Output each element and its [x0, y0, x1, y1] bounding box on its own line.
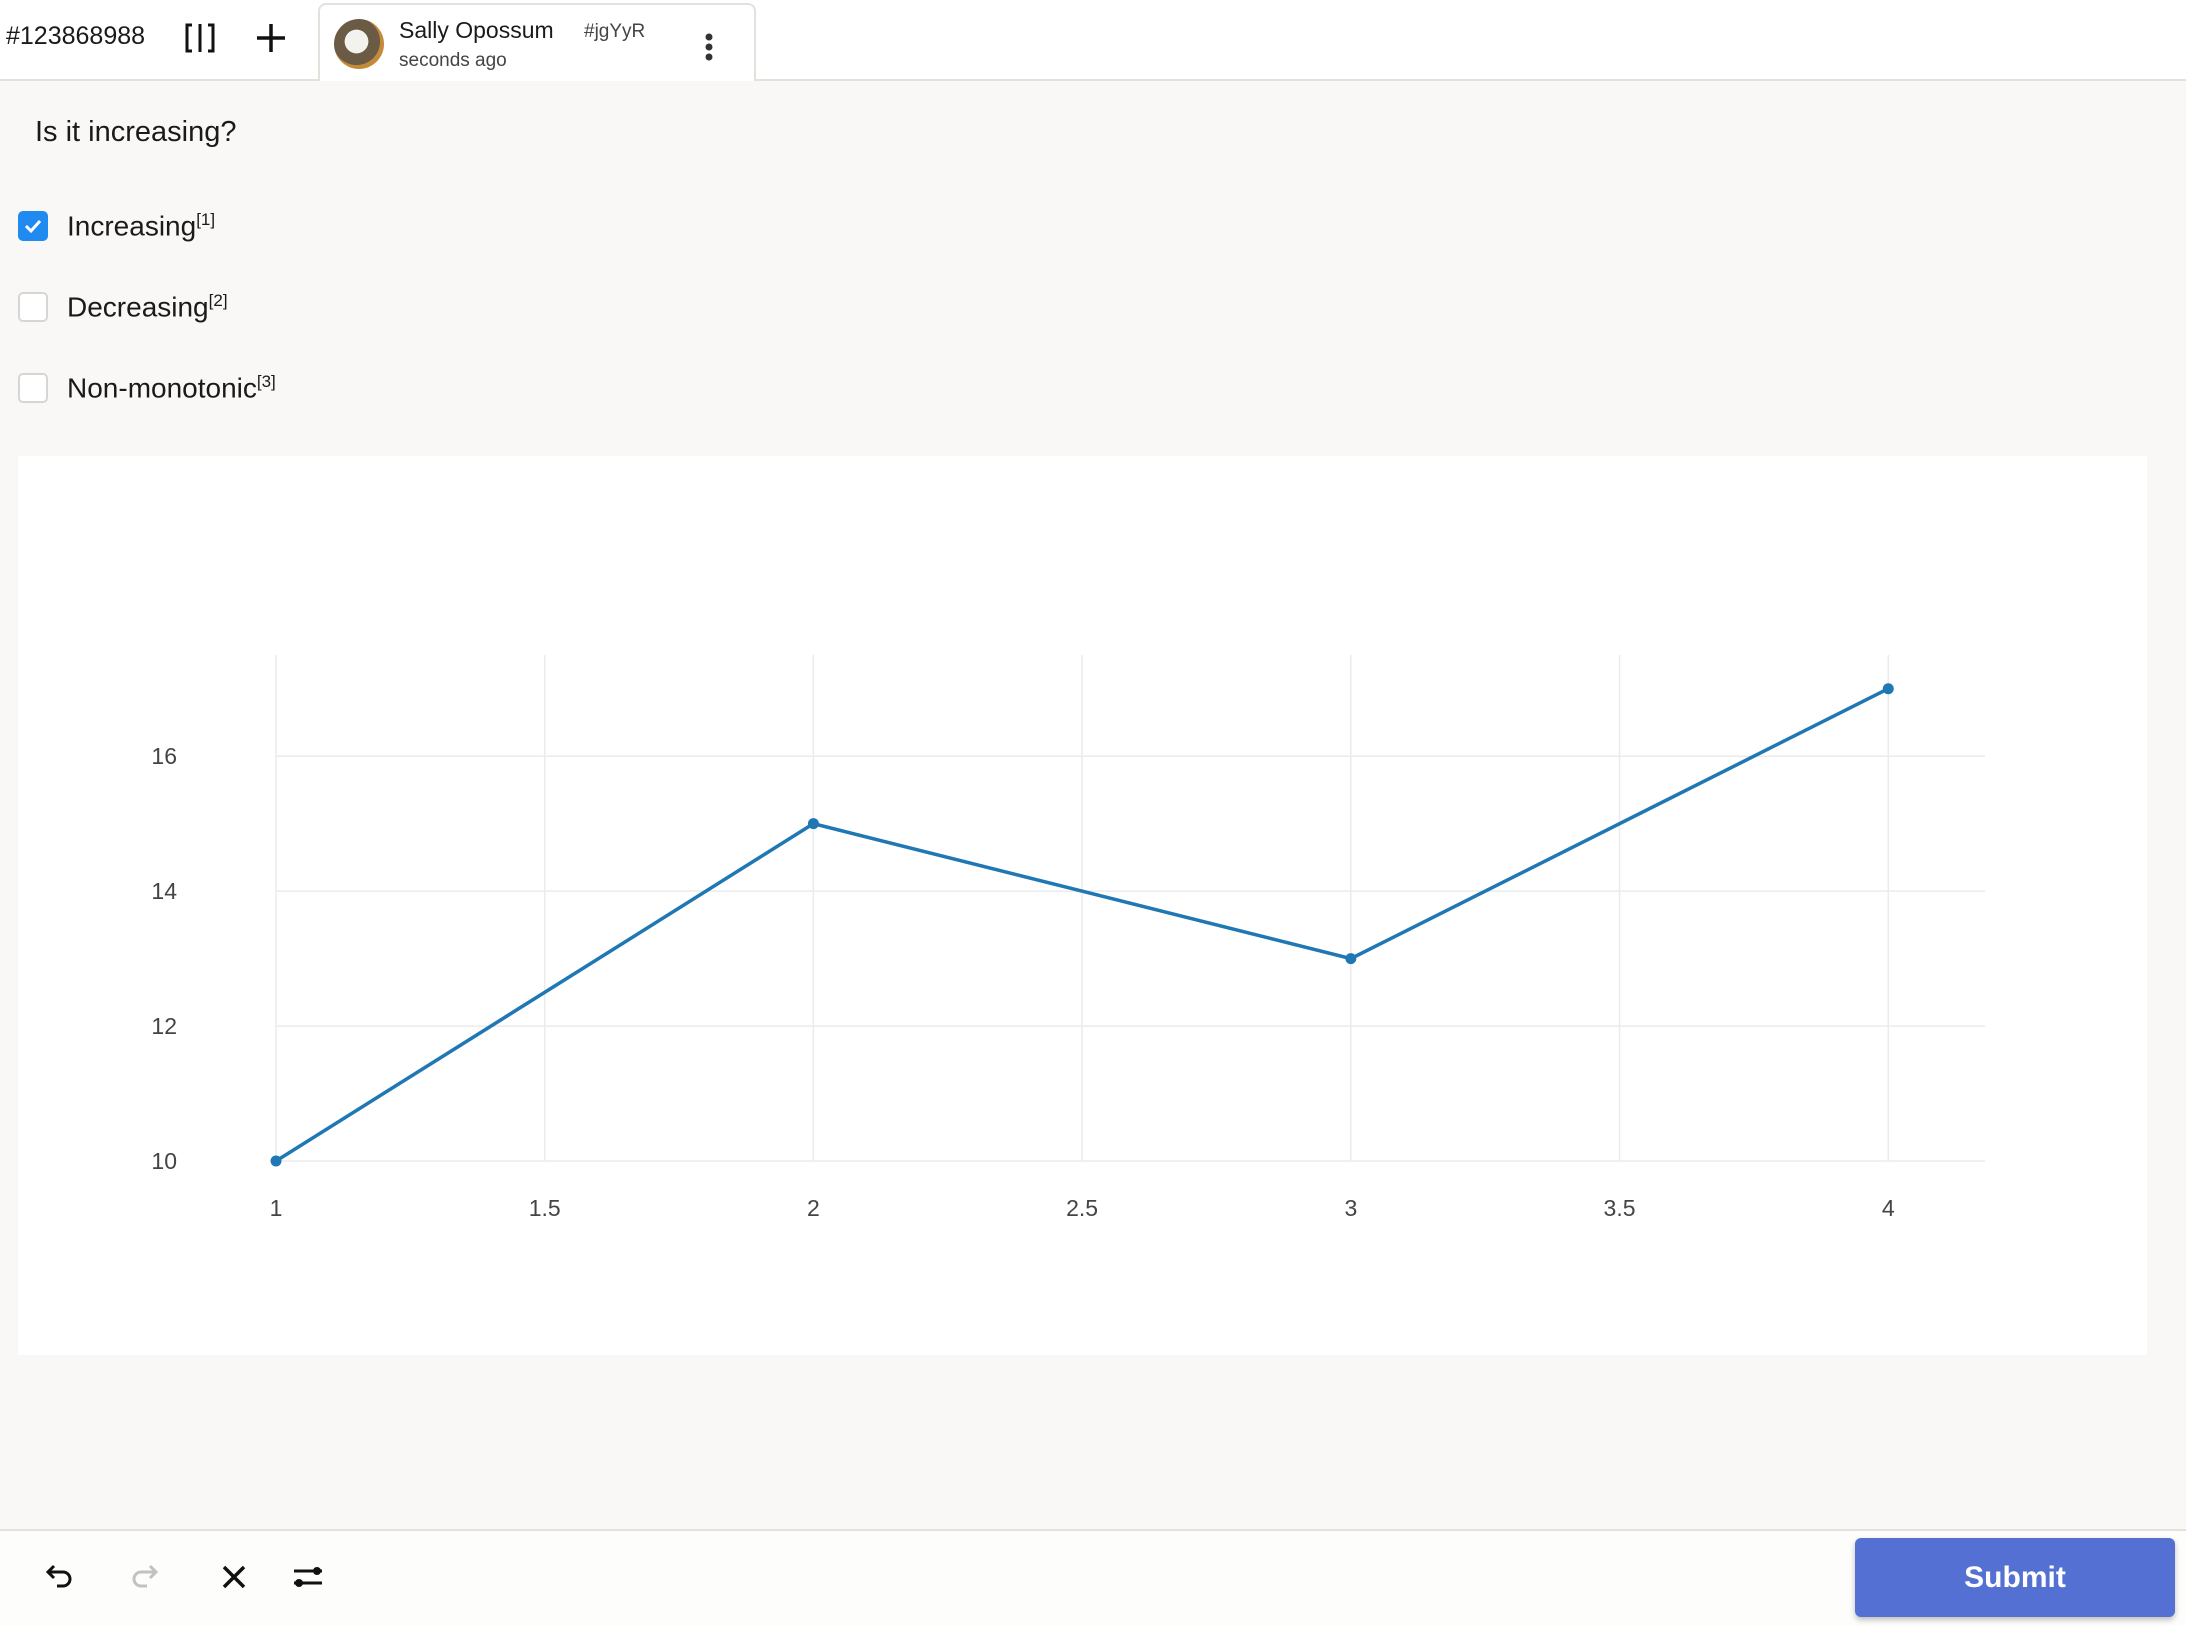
annotation-tab[interactable]: Sally Opossum #jgYyR seconds ago	[318, 3, 756, 81]
x-tick-label: 4	[1882, 1195, 1895, 1221]
annotator-name: Sally Opossum	[399, 17, 554, 43]
data-point	[1345, 953, 1357, 965]
avatar	[334, 19, 384, 69]
timestamp: seconds ago	[399, 50, 507, 71]
task-id: #123868988	[6, 22, 146, 50]
series-line	[275, 687, 1890, 1163]
checkbox-checked[interactable]	[18, 211, 48, 242]
option-non-monotonic[interactable]: Non-monotonic[3]	[18, 372, 276, 404]
top-bar: #123868988 Sally Opossum #jgYyR seconds …	[0, 0, 2186, 81]
option-label: Non-monotonic	[67, 372, 257, 404]
x-tick-label: 2.5	[1066, 1195, 1098, 1221]
redo-icon[interactable]	[126, 1557, 166, 1597]
x-tick-label: 2	[807, 1195, 820, 1221]
annotation-hash: #jgYyR	[584, 21, 646, 42]
submit-button[interactable]: Submit	[1855, 1538, 2175, 1617]
y-tick-label: 14	[151, 878, 177, 904]
y-tick-label: 12	[151, 1013, 177, 1039]
data-point	[1882, 683, 1894, 695]
more-options-icon[interactable]	[694, 27, 724, 67]
x-tick-label: 3.5	[1604, 1195, 1636, 1221]
checkbox[interactable]	[18, 292, 48, 323]
option-label: Increasing	[67, 210, 197, 242]
check-icon	[24, 220, 42, 234]
data-point	[270, 1155, 282, 1167]
settings-sliders-icon[interactable]	[288, 1557, 328, 1597]
clear-icon[interactable]	[214, 1557, 254, 1597]
question-text: Is it increasing?	[35, 116, 237, 148]
data-point	[807, 818, 819, 830]
chart-panel: 1 1.5 2 2.5 3 3.5 4 10 12 14 16	[18, 456, 2147, 1355]
option-increasing[interactable]: Increasing[1]	[18, 210, 215, 242]
option-label: Decreasing	[67, 291, 209, 323]
bottom-toolbar: Submit	[0, 1529, 2186, 1626]
x-tick-label: 3	[1344, 1195, 1357, 1221]
y-tick-label: 10	[151, 1148, 177, 1174]
option-shortcut: [1]	[196, 210, 216, 229]
add-icon[interactable]	[251, 18, 291, 58]
option-shortcut: [2]	[208, 291, 228, 310]
x-tick-label: 1.5	[529, 1195, 561, 1221]
option-decreasing[interactable]: Decreasing[2]	[18, 291, 228, 323]
split-view-icon[interactable]	[180, 18, 220, 58]
checkbox[interactable]	[18, 373, 48, 404]
x-tick-label: 1	[270, 1195, 283, 1221]
line-chart: 1 1.5 2 2.5 3 3.5 4 10 12 14 16	[151, 655, 1985, 1221]
y-tick-label: 16	[151, 743, 177, 769]
undo-icon[interactable]	[38, 1557, 78, 1597]
option-shortcut: [3]	[256, 372, 276, 391]
